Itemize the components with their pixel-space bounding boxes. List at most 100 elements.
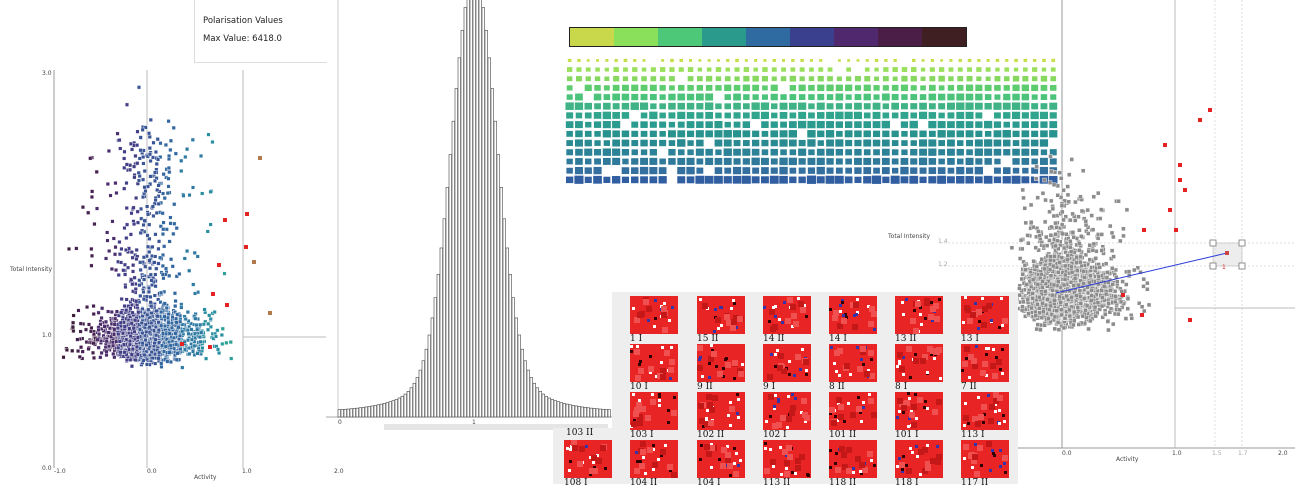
heat-cell bbox=[650, 149, 657, 156]
left-point bbox=[157, 184, 161, 188]
right-point bbox=[1071, 230, 1075, 234]
heat-cell bbox=[846, 94, 852, 99]
heat-cell bbox=[678, 103, 685, 110]
heat-cell bbox=[705, 130, 713, 137]
heat-cell bbox=[744, 67, 749, 72]
left-point bbox=[88, 157, 92, 161]
heat-cell bbox=[836, 149, 843, 156]
left-point bbox=[184, 155, 188, 159]
left-point bbox=[175, 226, 179, 230]
heat-cell bbox=[566, 177, 573, 184]
heat-cell bbox=[641, 76, 647, 81]
left-point bbox=[171, 315, 175, 319]
hist-xtick-1: 1 bbox=[472, 419, 476, 426]
left-point bbox=[106, 239, 110, 243]
left-point bbox=[225, 341, 229, 345]
heat-cell bbox=[835, 94, 843, 101]
left-point bbox=[130, 303, 134, 307]
heat-cell bbox=[677, 158, 685, 165]
right-point bbox=[1087, 327, 1091, 331]
right-point bbox=[1112, 255, 1116, 259]
left-point bbox=[149, 295, 153, 299]
hist-bar bbox=[362, 407, 365, 417]
heat-cell bbox=[622, 112, 629, 119]
heat-cell bbox=[874, 94, 880, 99]
left-point bbox=[71, 325, 75, 329]
heat-cell bbox=[807, 176, 816, 184]
heat-cell bbox=[659, 103, 666, 109]
heat-cell bbox=[585, 131, 592, 137]
left-point bbox=[120, 297, 124, 301]
left-point bbox=[128, 327, 132, 331]
left-point bbox=[130, 353, 134, 357]
left-point bbox=[157, 357, 161, 361]
heat-cell bbox=[874, 68, 878, 72]
left-point bbox=[148, 237, 152, 241]
right-point bbox=[1077, 228, 1081, 232]
left-point bbox=[138, 328, 142, 332]
heat-cell bbox=[734, 76, 739, 81]
heat-cell bbox=[789, 177, 796, 184]
heat-cell bbox=[808, 149, 814, 155]
left-point bbox=[132, 165, 136, 169]
left-point bbox=[160, 344, 164, 348]
left-point bbox=[177, 325, 181, 329]
left-point bbox=[157, 240, 161, 244]
left-point bbox=[167, 274, 171, 278]
heat-cell bbox=[696, 158, 703, 164]
heat-cell bbox=[680, 59, 683, 62]
hist-bar bbox=[419, 370, 422, 417]
heat-cell bbox=[585, 103, 592, 110]
left-point bbox=[71, 321, 75, 325]
heat-cell bbox=[733, 167, 741, 174]
heat-cell bbox=[733, 103, 741, 110]
left-scatter-panel[interactable]: Total Intensity Activity 3.0 1.0 0.0 -1.… bbox=[0, 62, 330, 484]
right-point bbox=[1043, 178, 1047, 182]
left-point bbox=[187, 332, 191, 336]
heat-cell bbox=[603, 103, 611, 110]
left-point bbox=[95, 170, 99, 174]
left-point bbox=[179, 169, 183, 173]
left-point bbox=[142, 223, 146, 227]
left-point bbox=[177, 337, 181, 341]
heat-cell bbox=[762, 76, 768, 81]
left-point bbox=[99, 356, 103, 360]
heat-cell bbox=[715, 158, 723, 165]
left-point bbox=[122, 343, 126, 347]
hist-bar bbox=[542, 394, 545, 417]
left-point bbox=[183, 257, 187, 261]
left-point bbox=[165, 306, 169, 310]
heat-cell bbox=[845, 130, 853, 137]
heat-cell bbox=[594, 112, 602, 119]
right-point bbox=[1036, 323, 1040, 327]
left-point bbox=[143, 353, 147, 357]
heat-cell bbox=[566, 140, 573, 146]
heat-cell bbox=[689, 59, 692, 62]
left-point bbox=[114, 245, 118, 249]
heat-cell bbox=[798, 102, 806, 109]
left-point bbox=[190, 328, 194, 332]
left-point bbox=[90, 190, 94, 194]
left-point bbox=[81, 350, 85, 354]
right-point bbox=[1088, 243, 1092, 247]
heat-cell bbox=[687, 94, 694, 101]
heat-cell bbox=[864, 94, 871, 101]
left-point bbox=[146, 245, 150, 249]
heat-cell bbox=[716, 76, 721, 81]
left-point bbox=[206, 328, 210, 332]
colorbar-segment bbox=[702, 28, 746, 46]
left-point bbox=[178, 272, 182, 276]
left-point bbox=[164, 143, 168, 147]
heat-cell bbox=[837, 76, 842, 81]
left-scatter-plot[interactable] bbox=[0, 62, 330, 484]
left-point bbox=[167, 119, 171, 123]
heat-cell bbox=[659, 131, 665, 137]
heat-cell bbox=[613, 76, 619, 81]
heat-cell bbox=[863, 167, 871, 174]
heat-cell bbox=[817, 176, 825, 183]
right-point bbox=[1029, 220, 1033, 224]
hist-bar bbox=[551, 399, 554, 417]
left-point bbox=[149, 304, 153, 308]
heat-cell bbox=[817, 158, 825, 165]
left-point bbox=[149, 159, 153, 163]
